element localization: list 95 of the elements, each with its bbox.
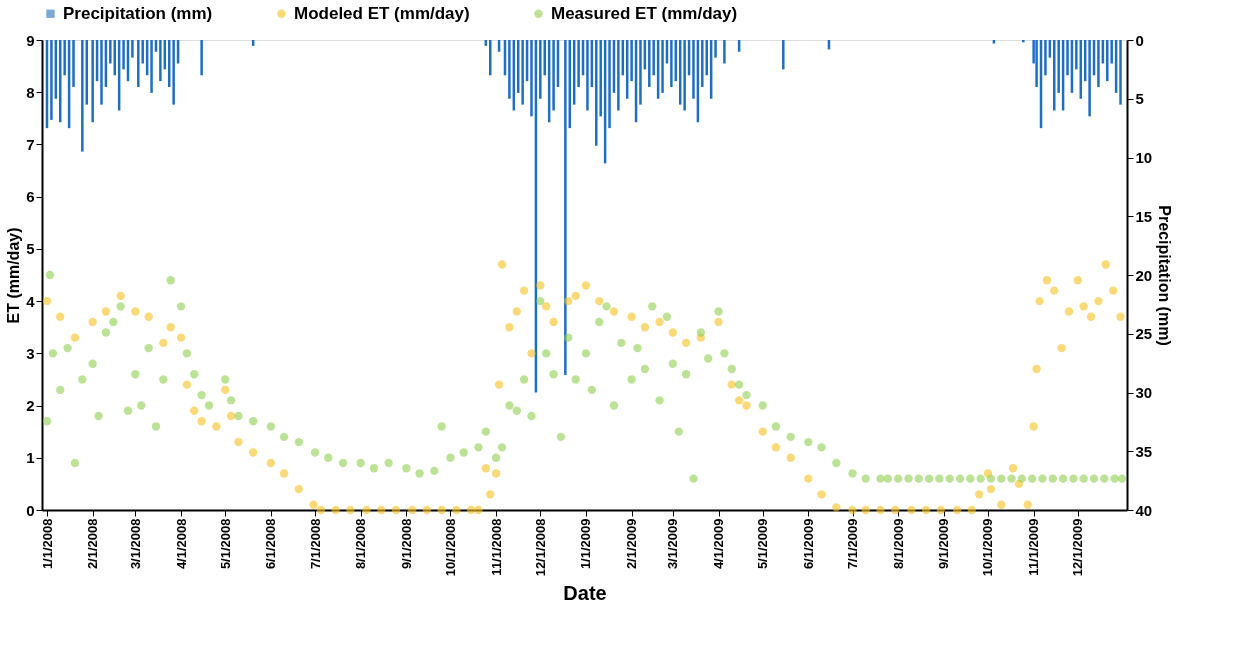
x-tick-label: 11/1/2008 — [488, 518, 504, 576]
x-tick-label: 2/1/2009 — [624, 518, 640, 570]
x-tick-label: 10/1/2008 — [442, 518, 458, 577]
y-tick-label: 8 — [26, 83, 35, 101]
y-axis-title: ET (mm/day) — [5, 227, 23, 324]
legend-label: Precipitation (mm) — [63, 3, 213, 23]
y2-tick-label: 25 — [1135, 325, 1153, 343]
x-tick-label: 12/1/2008 — [532, 518, 548, 577]
y-tick-label: 6 — [26, 188, 35, 206]
x-tick-label: 9/1/2009 — [936, 518, 952, 570]
y2-tick-label: 15 — [1135, 207, 1153, 225]
bar — [1022, 40, 1025, 43]
bar — [608, 40, 611, 129]
bar — [1044, 40, 1047, 76]
x-tick-label: 11/1/2009 — [1026, 518, 1042, 576]
x-tick-label: 3/1/2008 — [127, 518, 143, 570]
y-tick-label: 7 — [26, 135, 35, 153]
y2-tick-label: 40 — [1135, 501, 1153, 519]
bar — [159, 40, 162, 82]
bar — [648, 40, 651, 87]
y2-tick-label: 10 — [1135, 149, 1153, 166]
y2-tick-label: 5 — [1135, 90, 1144, 108]
y-tick-label: 4 — [26, 292, 36, 310]
y-tick-label: 5 — [26, 240, 35, 258]
y-tick-label: 3 — [26, 344, 35, 362]
x-tick-label: 9/1/2008 — [398, 518, 414, 570]
x-tick-label: 7/1/2008 — [307, 518, 323, 570]
bar — [670, 40, 673, 87]
bar — [692, 40, 695, 99]
bar — [683, 40, 686, 111]
bar — [1035, 40, 1038, 87]
y2-tick-label: 20 — [1135, 266, 1153, 284]
bar — [1066, 40, 1069, 76]
bar — [131, 40, 134, 58]
bar — [1053, 40, 1056, 111]
y-tick-label: 1 — [26, 449, 35, 467]
x-tick-label: 6/1/2009 — [800, 518, 816, 570]
bar — [81, 40, 84, 152]
bar — [1088, 40, 1091, 117]
bar — [50, 40, 53, 120]
x-tick-label: 1/1/2009 — [578, 518, 594, 570]
bar — [100, 40, 103, 105]
x-tick-label: 12/1/2009 — [1070, 518, 1086, 577]
bar — [1106, 40, 1109, 82]
bar — [530, 40, 533, 117]
bar — [91, 40, 94, 123]
x-tick-label: 5/1/2008 — [217, 518, 233, 570]
bar — [1075, 40, 1078, 70]
x-tick-label: 5/1/2009 — [755, 518, 771, 570]
bar — [539, 40, 542, 99]
bar — [639, 40, 642, 105]
x-tick-label: 2/1/2008 — [85, 518, 101, 570]
bar — [1119, 40, 1122, 105]
legend-label: Modeled ET (mm/day) — [294, 3, 470, 23]
bar — [586, 40, 589, 111]
bar — [661, 40, 664, 93]
y2-tick-label: 30 — [1135, 384, 1153, 401]
x-tick-label: 3/1/2009 — [665, 518, 681, 570]
bar — [577, 40, 580, 87]
x-tick-label: 8/1/2009 — [890, 518, 906, 570]
bar — [617, 40, 620, 111]
bar — [701, 40, 704, 87]
bar — [782, 40, 785, 70]
x-axis-title: Date — [563, 582, 607, 605]
x-tick-label: 10/1/2009 — [980, 518, 996, 577]
y2-tick-label: 35 — [1135, 442, 1153, 460]
x-tick-label: 7/1/2009 — [845, 518, 861, 570]
bar — [59, 40, 62, 123]
legend-label: Measured ET (mm/day) — [551, 3, 738, 23]
bar — [714, 40, 717, 58]
bar — [200, 40, 203, 76]
y2-tick-label: 0 — [1135, 31, 1144, 49]
x-tick-label: 6/1/2008 — [263, 518, 279, 570]
bar — [172, 40, 175, 105]
bar — [521, 40, 524, 105]
bar — [552, 40, 555, 111]
bar — [113, 40, 116, 76]
bar — [723, 40, 726, 64]
bar — [508, 40, 511, 99]
bar — [595, 40, 598, 146]
y-tick-label: 2 — [26, 397, 35, 415]
bar — [489, 40, 492, 76]
bar — [1097, 40, 1100, 87]
x-tick-label: 8/1/2008 — [353, 518, 369, 570]
x-tick-label: 1/1/2008 — [39, 518, 55, 570]
bar — [150, 40, 153, 93]
bar — [137, 40, 140, 87]
y2-axis-title: Precipitation (mm) — [1156, 205, 1174, 346]
y-tick-label: 9 — [26, 31, 35, 49]
x-tick-label: 4/1/2008 — [173, 518, 189, 570]
y-tick-label: 0 — [26, 501, 35, 519]
bar — [630, 40, 633, 82]
bar — [122, 40, 125, 70]
x-tick-label: 4/1/2009 — [711, 518, 727, 570]
bar — [72, 40, 75, 87]
